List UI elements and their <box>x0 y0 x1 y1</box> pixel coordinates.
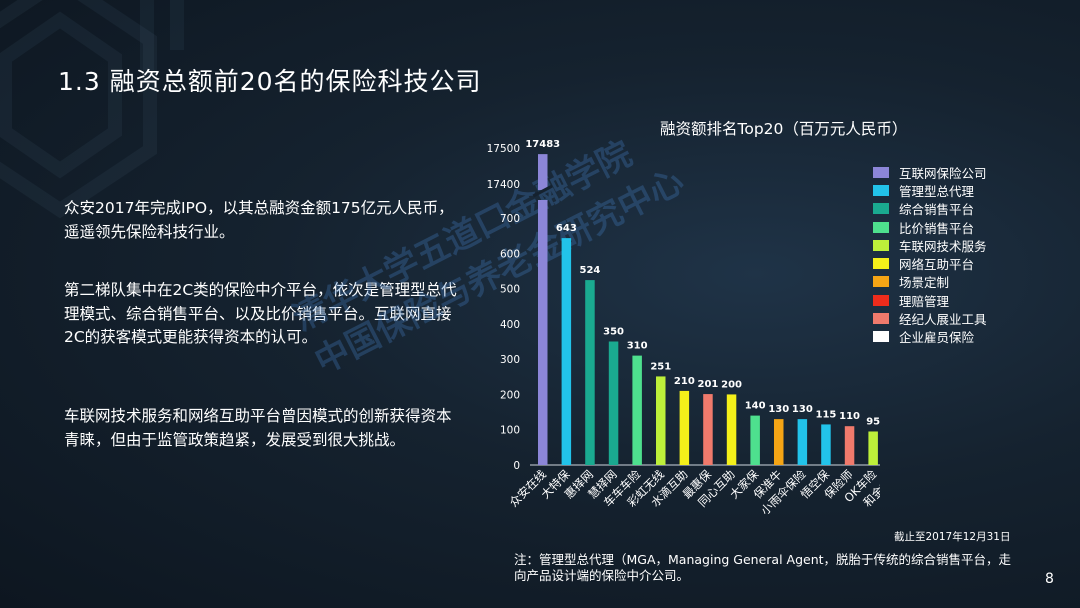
slide-title: 1.3 融资总额前20名的保险科技公司 <box>58 67 482 96</box>
legend-swatch <box>873 184 889 196</box>
footnote: 注：管理型总代理（MGA，Managing General Agent，脱胎于传… <box>514 552 1012 583</box>
legend-swatch <box>873 294 889 306</box>
legend-swatch <box>873 258 889 270</box>
legend-label: 理赔管理 <box>899 293 950 309</box>
data-label: 140 <box>745 401 766 412</box>
paragraph-second-tier: 第二梯队集中在2C类的保险中介平台，依次是管理型总代理模式、综合销售平台、以及比… <box>64 281 457 346</box>
page-number: 8 <box>1045 571 1054 587</box>
y-tick-label: 100 <box>500 425 520 437</box>
y-tick-label: 200 <box>500 389 520 401</box>
data-label: 201 <box>698 379 719 390</box>
y-tick-label: 400 <box>500 319 520 331</box>
bar <box>821 424 831 465</box>
bar <box>797 419 808 465</box>
legend-label: 综合销售平台 <box>899 202 975 218</box>
data-label: 115 <box>816 409 837 420</box>
legend-swatch <box>873 221 889 233</box>
bar <box>844 426 855 465</box>
data-label: 251 <box>650 361 671 372</box>
legend-entry: 理赔管理 <box>873 291 987 309</box>
legend-label: 比价销售平台 <box>899 220 975 236</box>
legend-entry: 企业雇员保险 <box>873 328 987 346</box>
legend-entry: 车联网技术服务 <box>873 236 987 254</box>
chart-legend: 互联网保险公司 管理型总代理 综合销售平台 比价销售平台 车联网技术服务 网络互助平台 场景… <box>873 163 987 346</box>
legend-entry: 管理型总代理 <box>873 181 987 199</box>
bar <box>726 394 737 465</box>
legend-entry: 互联网保险公司 <box>873 163 987 181</box>
data-label: 210 <box>674 376 695 387</box>
data-label: 200 <box>721 379 742 390</box>
bar <box>703 394 713 465</box>
legend-entry: 比价销售平台 <box>873 218 987 236</box>
y-tick-label: 500 <box>500 284 520 296</box>
cutoff-date-note: 截止至2017年12月31日 <box>894 531 1011 543</box>
legend-entry: 场景定制 <box>873 273 987 291</box>
y-tick-label: 300 <box>500 354 520 366</box>
data-label: 110 <box>839 411 860 422</box>
bar <box>774 419 784 465</box>
data-label: 643 <box>556 223 577 234</box>
y-tick-label: 600 <box>500 248 520 260</box>
paragraph-telematics: 车联网技术服务和网络互助平台曾因模式的创新获得资本青睐，但由于监管政策趋紧，发展… <box>64 407 452 449</box>
bar <box>656 376 666 465</box>
y-tick-label: 700 <box>500 213 520 225</box>
bar <box>868 431 878 465</box>
bar <box>561 238 572 465</box>
y-tick-label: 0 <box>513 460 520 472</box>
bar <box>679 390 690 465</box>
bar <box>632 355 642 465</box>
data-label: 130 <box>792 404 813 415</box>
legend-entry: 网络互助平台 <box>873 254 987 272</box>
legend-label: 车联网技术服务 <box>899 238 987 254</box>
bar <box>585 280 595 465</box>
legend-swatch <box>873 203 889 215</box>
data-label: 350 <box>603 327 624 338</box>
legend-swatch <box>873 239 889 251</box>
legend-entry: 经纪人展业工具 <box>873 309 987 327</box>
data-label: 95 <box>866 416 880 427</box>
legend-entry: 综合销售平台 <box>873 200 987 218</box>
data-label: 524 <box>580 265 601 276</box>
y-tick-label: 17500 <box>487 143 520 155</box>
legend-label: 网络互助平台 <box>899 257 975 273</box>
data-label: 130 <box>768 404 789 415</box>
y-tick-label: 17400 <box>487 179 520 191</box>
legend-swatch <box>873 276 889 288</box>
legend-label: 经纪人展业工具 <box>899 312 987 328</box>
legend-swatch <box>873 331 889 343</box>
bar <box>608 341 619 465</box>
bar-upper-segment <box>538 154 548 190</box>
legend-label: 场景定制 <box>899 275 950 291</box>
chart-title: 融资额排名Top20（百万元人民币） <box>660 120 908 138</box>
legend-label: 企业雇员保险 <box>899 330 975 346</box>
legend-swatch <box>873 166 889 178</box>
axis-break-mark <box>532 184 553 198</box>
legend-label: 管理型总代理 <box>899 183 975 199</box>
data-label: 310 <box>627 341 648 352</box>
bar <box>750 415 760 465</box>
paragraph-zhongan: 众安2017年完成IPO，以其总融资金额175亿元人民币，遥遥领先保险科技行业。 <box>64 199 454 241</box>
legend-swatch <box>873 313 889 325</box>
legend-label: 互联网保险公司 <box>899 165 987 181</box>
bar <box>538 200 548 465</box>
data-label: 17483 <box>525 139 560 150</box>
